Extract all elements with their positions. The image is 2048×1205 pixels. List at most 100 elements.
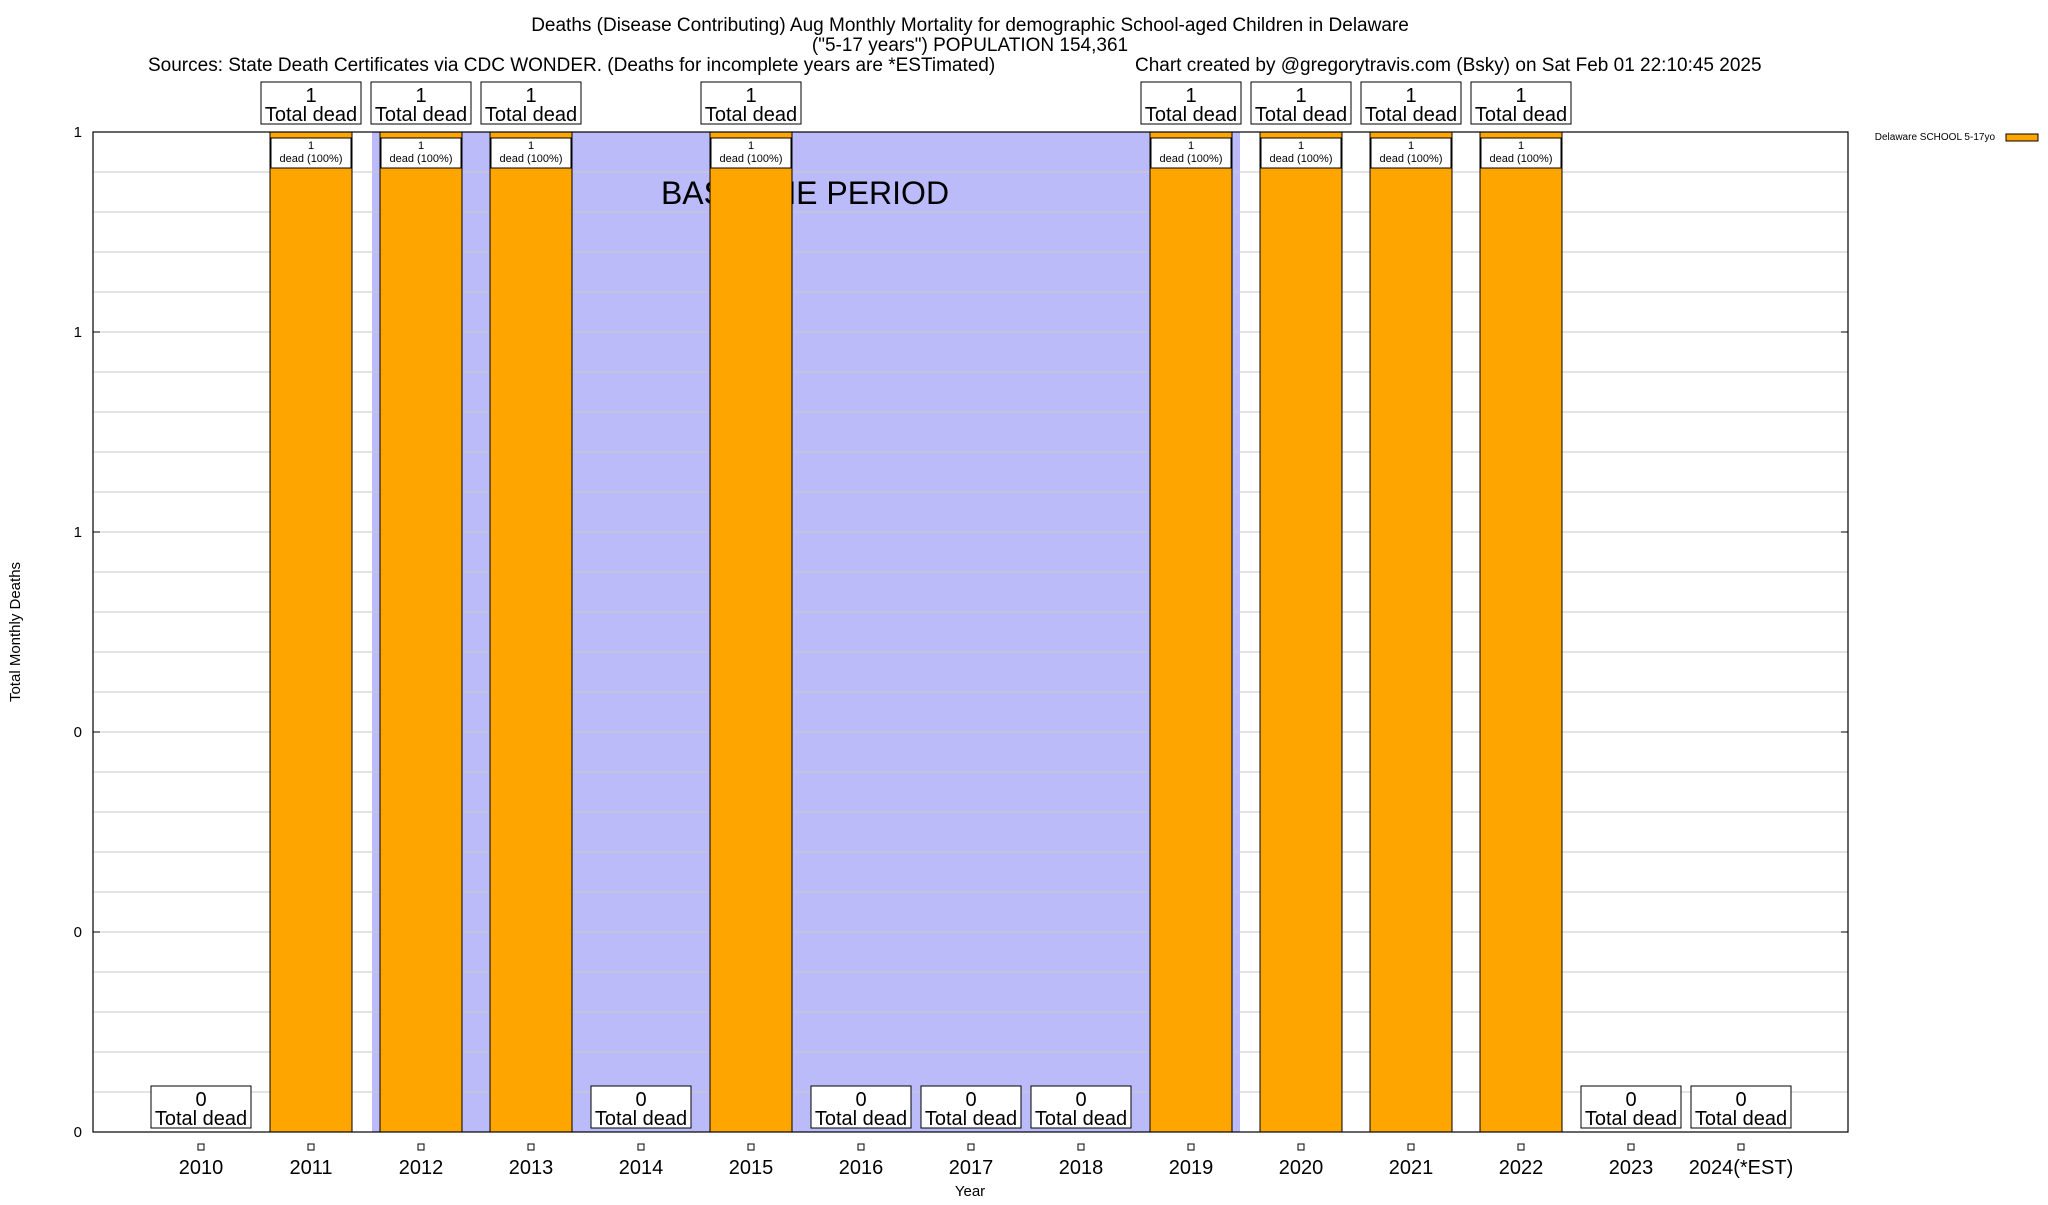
total-dead-value: 0 — [855, 1089, 866, 1111]
y-tick-label: 1 — [74, 124, 82, 141]
bar-inner-label: dead (100%) — [1490, 153, 1553, 165]
x-tick-label: 2010 — [179, 1157, 224, 1179]
total-dead-box — [1580, 1085, 1682, 1129]
bar-2015 — [709, 131, 793, 1133]
total-dead-box — [260, 81, 362, 125]
y-axis-label: Total Monthly Deaths — [7, 562, 24, 702]
bar-inner-count: 1 — [1518, 140, 1524, 152]
total-dead-box — [1250, 81, 1352, 125]
total-dead-box — [1690, 1085, 1792, 1129]
baseline-period-label: BASELINE PERIOD — [661, 175, 949, 211]
bar-inner-label-box — [1370, 137, 1452, 169]
x-tick-marker — [1737, 1143, 1745, 1151]
total-dead-label: Total dead — [1475, 104, 1567, 126]
total-dead-label: Total dead — [1145, 104, 1237, 126]
bar-inner-label: dead (100%) — [1160, 153, 1223, 165]
x-tick-label: 2024(*EST) — [1689, 1157, 1794, 1179]
total-dead-value: 0 — [635, 1089, 646, 1111]
total-dead-value: 1 — [745, 85, 756, 107]
x-tick-marker — [197, 1143, 205, 1151]
x-tick-label: 2018 — [1059, 1157, 1104, 1179]
bar-2021 — [1369, 131, 1453, 1133]
total-dead-box — [810, 1085, 912, 1129]
bar-inner-count: 1 — [1298, 140, 1304, 152]
chart-credit: Chart created by @gregorytravis.com (Bsk… — [1135, 55, 1762, 76]
x-tick-label: 2014 — [619, 1157, 664, 1179]
x-tick-marker — [747, 1143, 755, 1151]
total-dead-label: Total dead — [815, 1108, 907, 1130]
x-tick-marker — [1407, 1143, 1415, 1151]
total-dead-label: Total dead — [1585, 1108, 1677, 1130]
x-tick-label: 2011 — [289, 1157, 332, 1179]
total-dead-value: 0 — [1075, 1089, 1086, 1111]
total-dead-value: 0 — [195, 1089, 206, 1111]
total-dead-label: Total dead — [1255, 104, 1347, 126]
total-dead-label: Total dead — [595, 1108, 687, 1130]
bar-inner-count: 1 — [1188, 140, 1194, 152]
total-dead-label: Total dead — [1365, 104, 1457, 126]
bar-inner-label: dead (100%) — [500, 153, 563, 165]
x-tick-marker — [417, 1143, 425, 1151]
x-tick-marker — [527, 1143, 535, 1151]
x-tick-label: 2015 — [729, 1157, 774, 1179]
total-dead-value: 1 — [1515, 85, 1526, 107]
x-axis-label: Year — [955, 1183, 985, 1200]
total-dead-value: 1 — [1405, 85, 1416, 107]
bar-inner-label-box — [710, 137, 792, 169]
bar-2019 — [1149, 131, 1233, 1133]
x-tick-marker — [637, 1143, 645, 1151]
y-tick-label: 1 — [74, 524, 82, 541]
total-dead-box — [370, 81, 472, 125]
total-dead-box — [480, 81, 582, 125]
bar-2013 — [489, 131, 573, 1133]
x-tick-marker — [1077, 1143, 1085, 1151]
total-dead-box — [1030, 1085, 1132, 1129]
bar-inner-label-box — [1480, 137, 1562, 169]
plot-border — [92, 131, 1849, 1133]
total-dead-label: Total dead — [1695, 1108, 1787, 1130]
x-tick-marker — [1517, 1143, 1525, 1151]
x-tick-marker — [967, 1143, 975, 1151]
bar-inner-count: 1 — [418, 140, 424, 152]
bar-inner-label-box — [1260, 137, 1342, 169]
total-dead-value: 0 — [1735, 1089, 1746, 1111]
total-dead-label: Total dead — [375, 104, 467, 126]
x-tick-label: 2016 — [839, 1157, 884, 1179]
total-dead-value: 1 — [525, 85, 536, 107]
total-dead-label: Total dead — [1035, 1108, 1127, 1130]
x-tick-label: 2023 — [1609, 1157, 1654, 1179]
total-dead-box — [150, 1085, 252, 1129]
bar-inner-label: dead (100%) — [280, 153, 343, 165]
x-tick-label: 2012 — [399, 1157, 444, 1179]
bar-inner-label: dead (100%) — [390, 153, 453, 165]
chart-sources: Sources: State Death Certificates via CD… — [148, 55, 995, 76]
x-tick-label: 2022 — [1499, 1157, 1544, 1179]
total-dead-box — [1360, 81, 1462, 125]
bar-inner-label: dead (100%) — [1270, 153, 1333, 165]
total-dead-value: 1 — [415, 85, 426, 107]
total-dead-box — [590, 1085, 692, 1129]
bar-inner-count: 1 — [748, 140, 754, 152]
x-tick-label: 2019 — [1169, 1157, 1214, 1179]
chart-subtitle: ("5-17 years") POPULATION 154,361 — [812, 35, 1128, 56]
chart-title: Deaths (Disease Contributing) Aug Monthl… — [531, 15, 1409, 36]
total-dead-label: Total dead — [485, 104, 577, 126]
bar-inner-label: dead (100%) — [1380, 153, 1443, 165]
total-dead-value: 1 — [1295, 85, 1306, 107]
bar-2022 — [1479, 131, 1563, 1133]
total-dead-value: 1 — [1185, 85, 1196, 107]
bar-inner-count: 1 — [1408, 140, 1414, 152]
bar-inner-label-box — [270, 137, 352, 169]
x-tick-marker — [857, 1143, 865, 1151]
bar-2020 — [1259, 131, 1343, 1133]
x-tick-marker — [1627, 1143, 1635, 1151]
bar-inner-label: dead (100%) — [720, 153, 783, 165]
bar-2012 — [379, 131, 463, 1133]
x-tick-label: 2020 — [1279, 1157, 1324, 1179]
total-dead-value: 0 — [1625, 1089, 1636, 1111]
x-tick-marker — [307, 1143, 315, 1151]
x-tick-label: 2021 — [1389, 1157, 1434, 1179]
y-tick-label: 0 — [74, 1124, 82, 1141]
bar-inner-count: 1 — [528, 140, 534, 152]
